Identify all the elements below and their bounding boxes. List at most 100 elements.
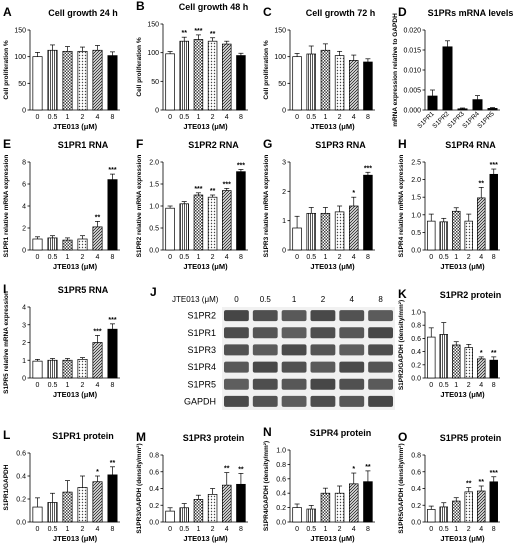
panel-title: S1PR2 RNA <box>188 140 239 150</box>
significance-mark: ** <box>491 350 497 357</box>
panel-k: K S1PR2 protein 0.0 0.2 0.4 0.6 0.8 1.0 S1PR2/GA… <box>398 287 501 399</box>
y-tick-label: 150 <box>14 28 26 35</box>
x-tick-label: 8 <box>492 254 496 261</box>
panel-title: S1PR5 RNA <box>58 285 109 295</box>
x-tick-label: 4 <box>225 254 229 261</box>
bar <box>207 196 218 251</box>
panel-letter: I <box>3 282 6 296</box>
y-tick-label: 0.6 <box>411 336 421 343</box>
bar <box>92 226 103 251</box>
bar <box>472 99 483 111</box>
blot-band <box>224 344 249 356</box>
bar <box>320 49 331 111</box>
blot-band <box>224 378 249 390</box>
y-tick-label: 0.0 <box>16 520 26 527</box>
x-tick-label: 2 <box>338 254 342 261</box>
x-axis-label: JTE013 (μM) <box>310 262 355 271</box>
panel-letter: E <box>3 137 11 151</box>
significance-mark: ** <box>210 31 216 38</box>
x-tick-label: 1 <box>323 114 327 121</box>
bar <box>77 487 88 523</box>
y-tick-label: 4 <box>22 305 26 312</box>
x-tick-label: 0 <box>168 526 172 533</box>
x-tick-label: S1PR5 <box>476 110 496 130</box>
significance-mark: ** <box>466 481 472 488</box>
band-label: GAPDH <box>184 396 216 406</box>
x-tick-label: 2 <box>467 254 471 261</box>
y-tick-label: 0.4 <box>149 486 159 493</box>
significance-mark: *** <box>93 328 101 335</box>
x-tick-label: 1 <box>196 114 200 121</box>
x-axis-label: JTE013 (μM) <box>53 534 98 543</box>
y-tick-label: 0.2 <box>411 503 421 510</box>
bar <box>179 40 189 111</box>
bar <box>457 108 468 111</box>
x-tick-label: 0.5 <box>306 526 316 533</box>
y-tick-label: 50 <box>278 81 286 88</box>
lane-label: 0.5 <box>260 295 272 304</box>
significance-mark: *** <box>194 28 202 35</box>
band-label: S1PR1 <box>187 328 216 338</box>
y-tick-label: 0.0 <box>149 520 159 527</box>
y-tick-label: 0.8 <box>411 453 421 460</box>
bar <box>477 490 486 523</box>
x-tick-label: 0 <box>429 382 433 389</box>
x-tick-label: 8 <box>111 526 115 533</box>
x-tick-label: 8 <box>111 114 115 121</box>
x-tick-label: 0.5 <box>439 254 449 261</box>
significance-mark: * <box>480 350 483 357</box>
y-axis-label: Cell proliferation % <box>3 40 10 99</box>
bar <box>306 53 316 111</box>
bar <box>464 220 473 251</box>
bar <box>452 500 461 523</box>
bar <box>292 507 302 523</box>
y-axis-label: S1PR2 relative mRNA expression <box>136 155 143 258</box>
lane-label: 2 <box>321 295 326 304</box>
x-tick-label: 2 <box>81 254 85 261</box>
significance-mark: ** <box>224 466 230 473</box>
y-tick-label: 0.4 <box>276 491 286 498</box>
panel-title: S1PR5 protein <box>440 433 502 443</box>
x-tick-label: 2 <box>338 526 342 533</box>
bar <box>452 210 461 251</box>
bar <box>452 344 461 379</box>
panel-title: Cell growth 72 h <box>306 8 376 18</box>
x-tick-label: 8 <box>239 114 243 121</box>
bar <box>222 43 232 111</box>
blot-band <box>368 378 393 390</box>
y-tick-label: 3 <box>282 160 286 167</box>
y-axis-label: S1PR2/GAPDH (density/mm²) <box>398 300 405 390</box>
x-tick-label: 0.5 <box>179 254 189 261</box>
panel-letter: O <box>398 430 407 444</box>
x-tick-label: 4 <box>479 526 483 533</box>
bar <box>47 49 58 111</box>
significance-mark: *** <box>490 470 498 477</box>
x-tick-label: 0.5 <box>48 382 58 389</box>
significance-mark: *** <box>194 186 202 193</box>
x-tick-label: 4 <box>96 114 100 121</box>
y-tick-label: 1 <box>22 358 26 365</box>
bar <box>487 108 498 111</box>
significance-mark: *** <box>223 181 231 188</box>
blot-band <box>310 361 336 373</box>
bar <box>236 171 246 251</box>
x-tick-label: 2 <box>81 526 85 533</box>
bar <box>47 237 58 251</box>
x-tick-label: 2 <box>467 526 471 533</box>
bar <box>427 336 436 379</box>
x-axis-label: JTE013 (μM) <box>440 390 485 399</box>
y-tick-label: 0 <box>22 376 26 383</box>
bar <box>107 474 118 523</box>
y-tick-label: 0.010 <box>403 68 421 75</box>
y-axis-label: S1PR5 relative mRNA expression <box>3 291 10 394</box>
bar <box>477 197 486 251</box>
x-tick-label: 0.5 <box>306 254 316 261</box>
panel-letter: K <box>398 287 407 301</box>
y-tick-label: 100 <box>274 54 286 61</box>
blot-band <box>368 361 393 373</box>
bar <box>179 203 189 251</box>
x-tick-label: 0 <box>295 254 299 261</box>
y-tick-label: 0 <box>155 108 159 115</box>
y-tick-label: 3 <box>22 322 26 329</box>
